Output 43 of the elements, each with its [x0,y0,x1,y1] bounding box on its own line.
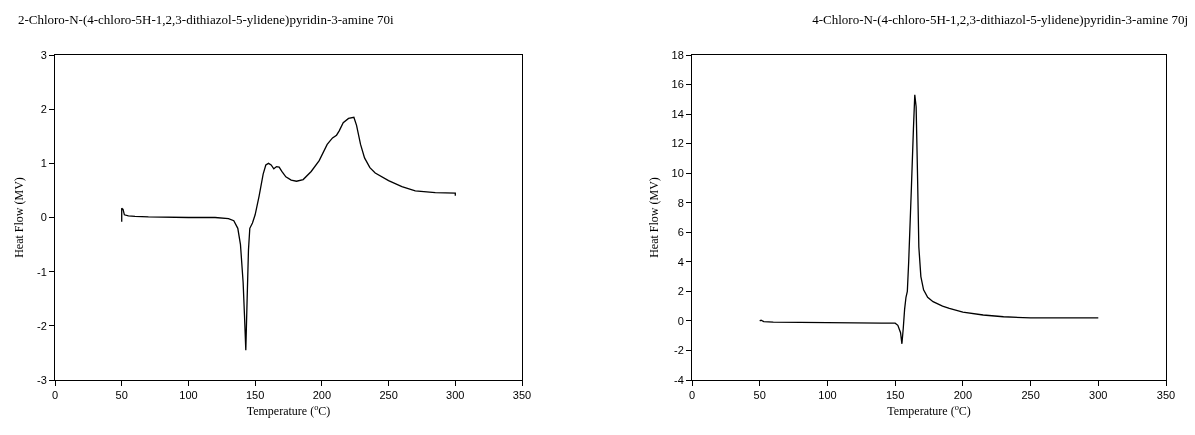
x-tick-label: 350 [512,389,532,402]
x-tick-label: 150 [885,389,905,402]
y-tick-label: 1 [40,157,47,170]
x-tick-label: 150 [245,389,265,402]
y-tick-label: 14 [671,107,684,120]
x-axis-title: Temperature ($^{o}$C) [246,403,331,419]
x-tick-label: 200 [953,389,973,402]
x-tick-label: 50 [753,389,766,402]
chart-title: 4-Chloro-N-(4-chloro-5H-1,2,3-dithiazol-5-ylidene)pyridin-3-amine 70j [812,12,1189,28]
x-tick-label: 0 [51,389,59,402]
y-tick-label: 0 [677,314,684,327]
x-tick-label: 100 [179,389,198,402]
y-tick-label: 0 [40,211,47,224]
y-axis-title: Heat Flow (MV) [12,177,27,258]
y-tick-label: 2 [40,103,47,116]
y-tick-label: 18 [671,48,684,61]
x-tick-label: 100 [818,389,837,402]
x-tick-label: 300 [446,389,465,402]
x-tick-label: 250 [1021,389,1040,402]
chart-title: 2-Chloro-N-(4-chloro-5H-1,2,3-dithiazol-5-ylidene)pyridin-3-amine 70i [17,12,395,28]
x-tick-label: 350 [1156,389,1176,402]
x-tick-label: 200 [312,389,332,402]
y-tick-label: 10 [671,167,684,180]
y-tick-label: -3 [37,373,47,386]
y-tick-label: 6 [677,226,684,239]
y-tick-label: 2 [677,285,684,298]
line-series [759,94,1099,345]
x-tick-label: 250 [379,389,398,402]
y-tick-label: 8 [677,196,684,209]
x-tick-label: 300 [1089,389,1108,402]
y-tick-label: -2 [37,319,47,332]
y-tick-label: 3 [40,48,47,61]
y-tick-label: 4 [677,255,684,268]
x-axis-title: Temperature ($^{o}$C) [887,403,971,419]
y-tick-label: -4 [674,373,684,386]
y-tick-label: 16 [671,78,684,91]
line-series [121,116,456,351]
x-tick-label: 0 [688,389,696,402]
y-axis-title: Heat Flow (MV) [646,177,661,258]
y-tick-label: -2 [674,344,684,357]
x-tick-label: 50 [115,389,128,402]
y-tick-label: 12 [671,137,684,150]
y-tick-label: -1 [37,265,47,278]
